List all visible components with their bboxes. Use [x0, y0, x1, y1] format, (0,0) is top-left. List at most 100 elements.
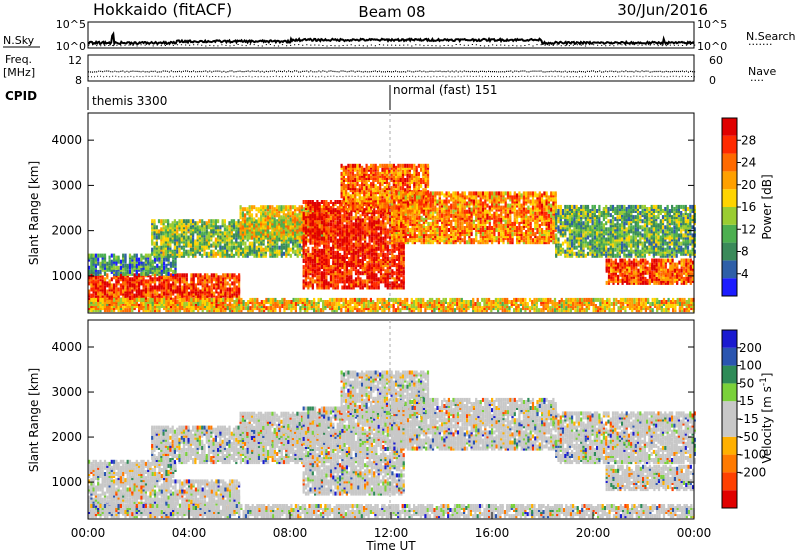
heatmap-cell [339, 246, 342, 251]
heatmap-cell [163, 269, 166, 274]
heatmap-cell [210, 229, 213, 234]
heatmap-cell [343, 246, 346, 251]
heatmap-cell [410, 180, 414, 184]
heatmap-cell [232, 241, 236, 246]
heatmap-cell [131, 289, 134, 294]
heatmap-cell [228, 283, 232, 288]
heatmap-cell [415, 165, 418, 170]
heatmap-cell [217, 291, 220, 296]
heatmap-cell [131, 291, 134, 296]
heatmap-cell [298, 205, 301, 210]
heatmap-cell [390, 163, 393, 168]
heatmap-cell [339, 273, 342, 278]
heatmap-cell [151, 277, 154, 282]
heatmap-cell [142, 277, 145, 282]
heatmap-cell [301, 253, 304, 258]
heatmap-cell [341, 226, 344, 231]
heatmap-cell [165, 295, 168, 300]
heatmap-cell [149, 275, 152, 280]
heatmap-cell [400, 257, 403, 261]
heatmap-cell [282, 233, 285, 238]
heatmap-cell [314, 222, 317, 227]
heatmap-cell [230, 241, 233, 246]
heatmap-cell [320, 257, 323, 261]
heatmap-cell [336, 250, 339, 255]
heatmap-cell [185, 225, 188, 230]
heatmap-cell [427, 203, 430, 208]
heatmap-cell [110, 295, 113, 300]
heatmap-cell [417, 171, 420, 176]
heatmap-cell [422, 180, 425, 184]
heatmap-cell [302, 212, 305, 217]
heatmap-cell [367, 173, 370, 178]
heatmap-cell [438, 205, 441, 210]
heatmap-cell [345, 165, 348, 170]
heatmap-cell [113, 285, 116, 290]
heatmap-cell [363, 169, 366, 174]
heatmap-cell [381, 180, 384, 184]
heatmap-cell [244, 229, 247, 234]
heatmap-cell [302, 265, 305, 270]
heatmap-cell [266, 227, 269, 232]
heatmap-cell [339, 218, 342, 223]
heatmap-cell [223, 249, 226, 254]
heatmap-cell [359, 246, 362, 251]
heatmap-cell [241, 211, 244, 216]
heatmap-cell [185, 277, 188, 282]
heatmap-cell [325, 285, 328, 290]
heatmap-cell [241, 227, 244, 232]
heatmap-cell [404, 163, 407, 168]
heatmap-cell [325, 246, 328, 251]
heatmap-cell [388, 204, 391, 209]
heatmap-cell [224, 279, 227, 284]
heatmap-cell [350, 257, 353, 261]
heatmap-cell [352, 285, 355, 290]
heatmap-cell [296, 253, 299, 258]
heatmap-cell [181, 279, 184, 284]
heatmap-cell [307, 238, 310, 243]
heatmap-cell [376, 176, 380, 180]
heatmap-cell [341, 279, 344, 284]
heatmap-cell [352, 222, 355, 227]
heatmap-cell [248, 209, 251, 214]
heatmap-cell [416, 195, 419, 200]
heatmap-cell [124, 287, 127, 292]
heatmap-cell [347, 171, 350, 176]
heatmap-cell [441, 213, 444, 218]
heatmap-cell [416, 209, 419, 214]
heatmap-cell [413, 195, 416, 200]
heatmap-cell [332, 228, 335, 233]
heatmap-cell [320, 273, 323, 278]
heatmap-cell [425, 238, 428, 243]
heatmap-cell [149, 257, 152, 262]
heatmap-cell [375, 250, 378, 255]
heatmap-cell [128, 269, 132, 274]
heatmap-cell [357, 218, 360, 223]
heatmap-cell [126, 269, 129, 274]
heatmap-cell [185, 241, 188, 246]
heatmap-cell [342, 188, 345, 193]
heatmap-cell [99, 285, 102, 290]
heatmap-cell [359, 228, 362, 233]
heatmap-cell [397, 232, 400, 237]
heatmap-cell [237, 251, 240, 256]
heatmap-cell [356, 182, 359, 187]
heatmap-cell [349, 182, 352, 187]
heatmap-cell [138, 281, 141, 286]
heatmap-cell [415, 182, 418, 187]
heatmap-cell [282, 215, 285, 220]
heatmap-cell [133, 263, 136, 268]
heatmap-cell [314, 240, 317, 245]
heatmap-cell [206, 291, 209, 296]
heatmap-cell [413, 232, 416, 237]
heatmap-cell [316, 269, 319, 274]
heatmap-cell [219, 225, 222, 230]
heatmap-cell [356, 163, 359, 168]
heatmap-cell [304, 263, 308, 268]
heatmap-cell [300, 205, 304, 210]
heatmap-cell [189, 251, 192, 256]
heatmap-cell [257, 217, 260, 222]
heatmap-cell [314, 279, 317, 284]
heatmap-cell [361, 252, 364, 257]
heatmap-cell [189, 247, 192, 252]
